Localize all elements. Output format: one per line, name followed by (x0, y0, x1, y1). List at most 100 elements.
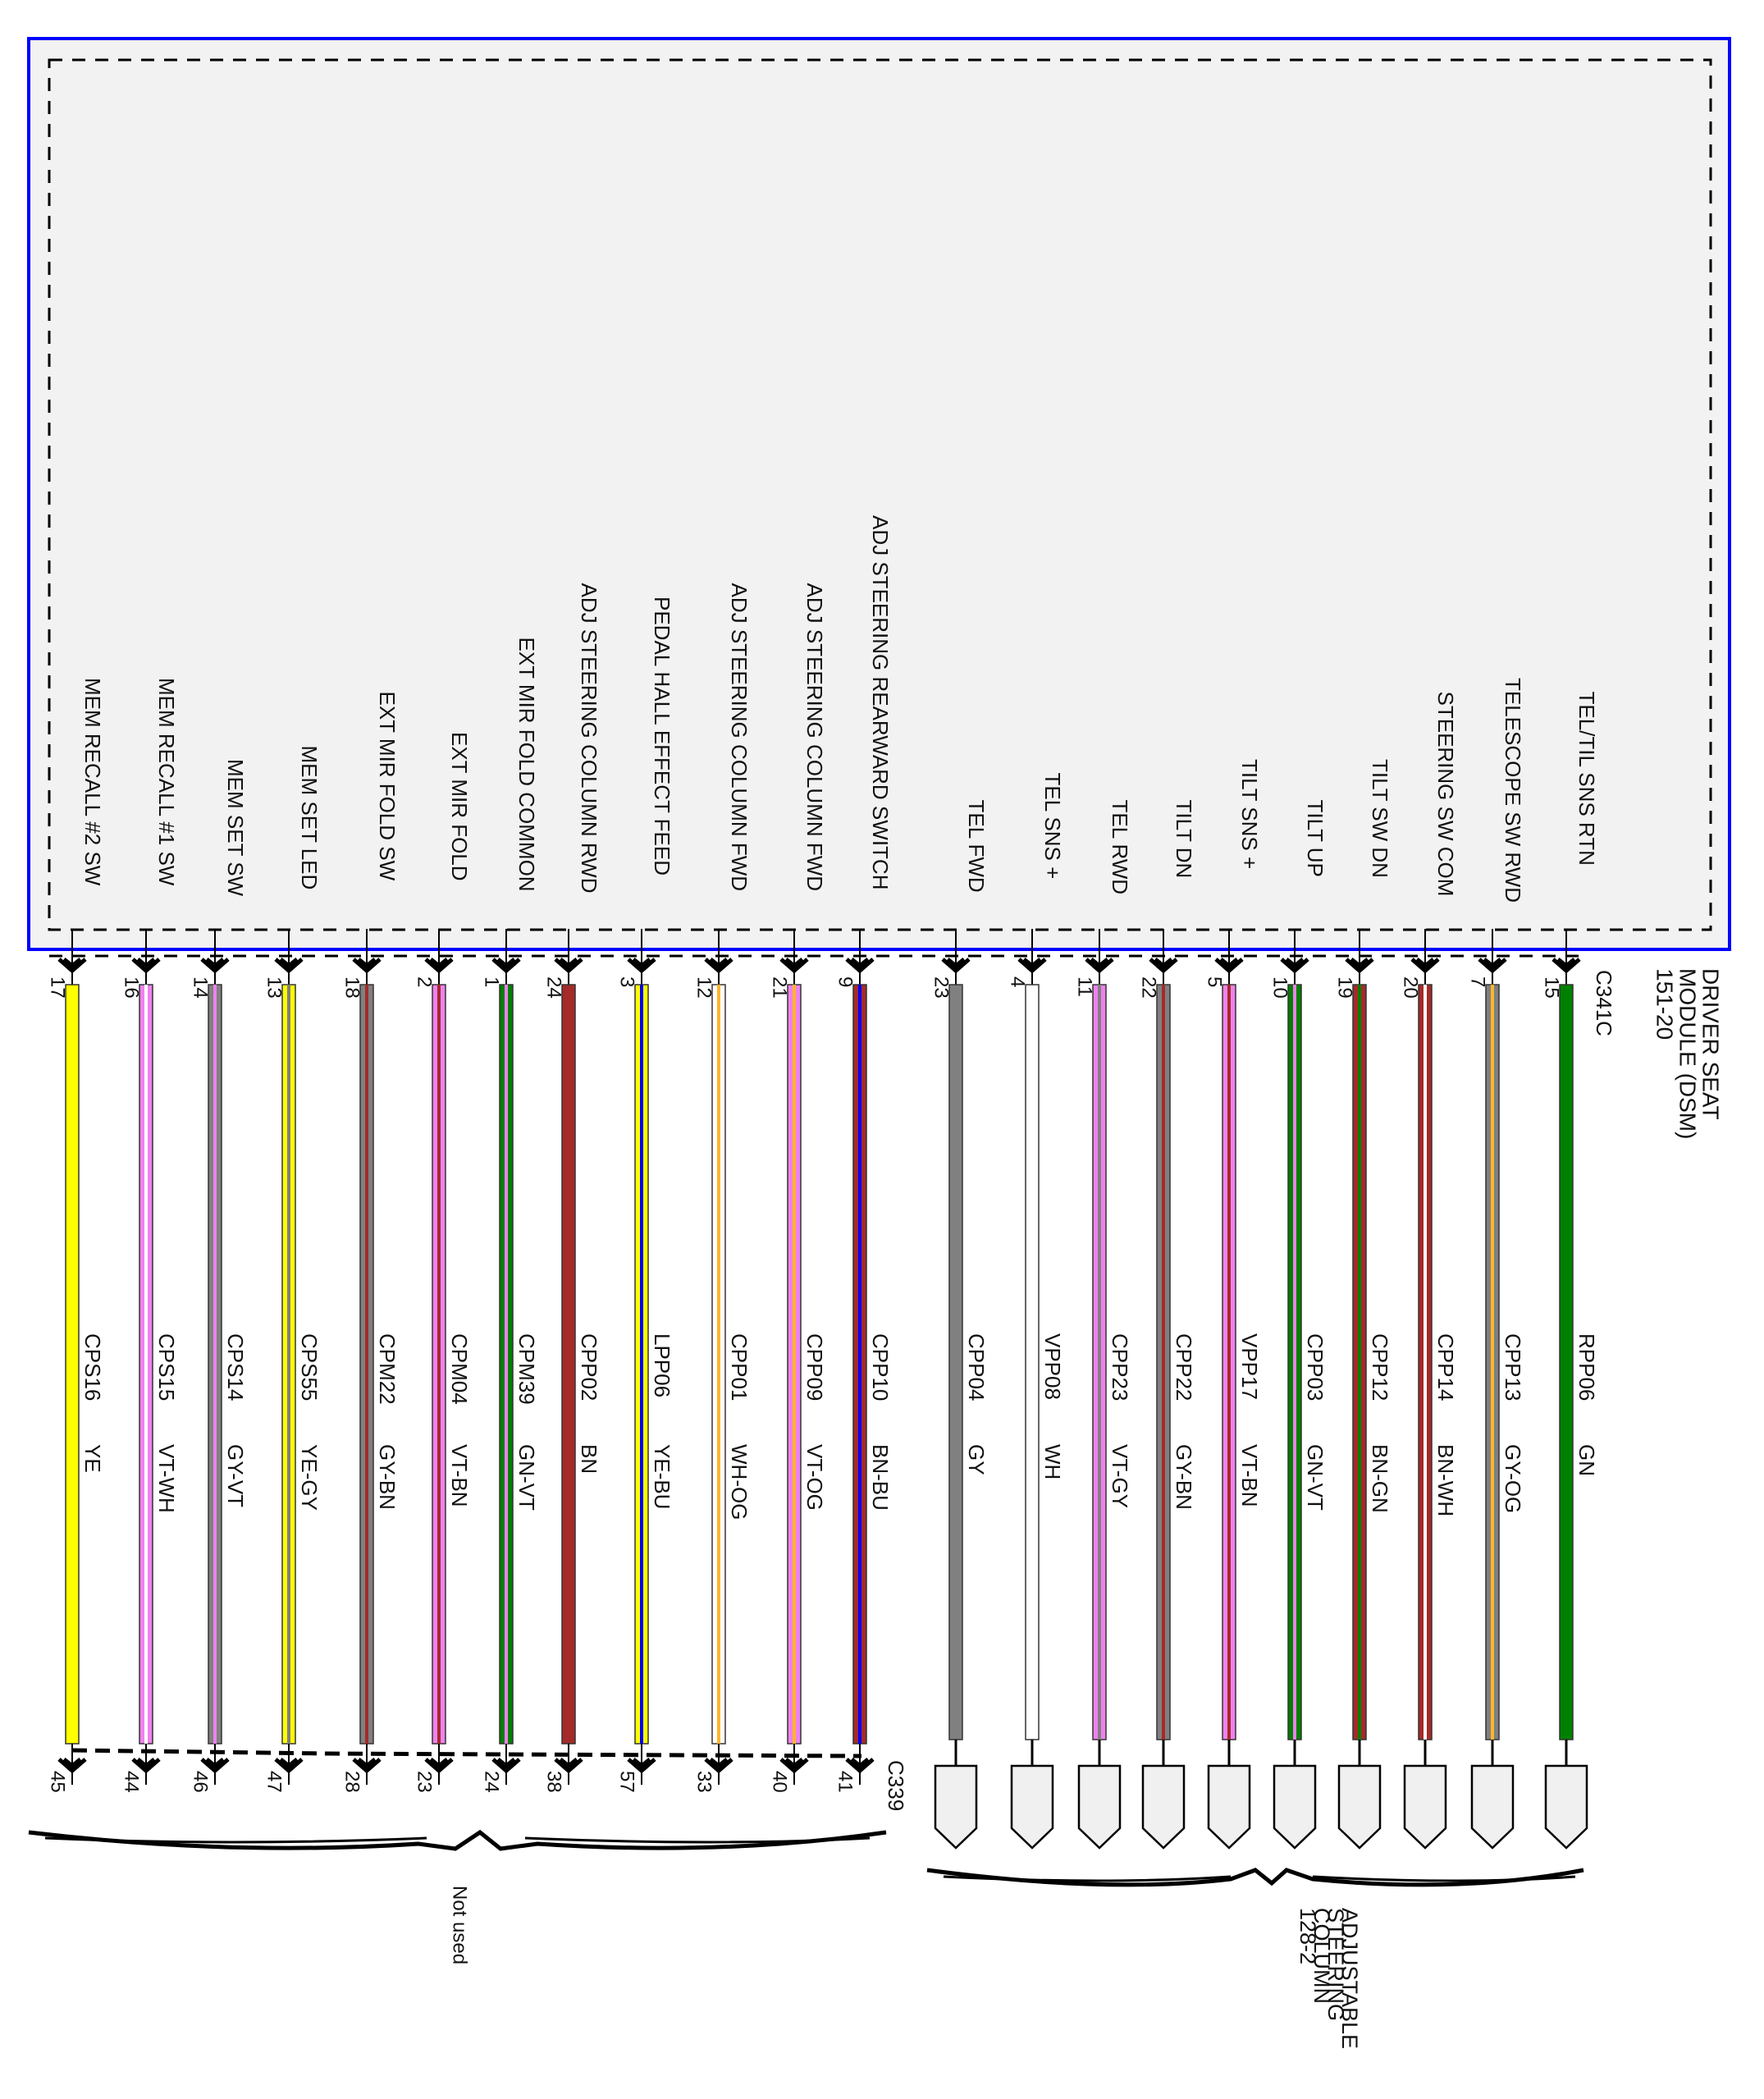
module-name-line-1: DRIVER SEAT (1698, 968, 1724, 1120)
left-group-brace (28, 1829, 887, 1851)
wire-cpp10[interactable]: ADJ STEERING REARWARD SWITCH 9 CPP10 BN-BU 4… (834, 515, 893, 1793)
pin-function-label: MEM RECALL #1 SW (154, 678, 179, 886)
circuit-id-label: CPP03 (1303, 1333, 1328, 1401)
adjustable-steering-column-line-4: 128-2 (1296, 1908, 1320, 1964)
circuit-id-label: LPP06 (650, 1333, 674, 1397)
wire-color-label: GY (964, 1444, 989, 1475)
wire-color-label: GN-VT (1303, 1444, 1328, 1511)
right-group-brace-inner-2 (1312, 1875, 1576, 1882)
pin-number-top: 19 (1334, 976, 1356, 999)
wire-color-label: WH-OG (727, 1444, 752, 1520)
wire-stripe (287, 985, 290, 1744)
wire-vpp08[interactable]: TEL SNS + 4 VPP08 WH (1007, 773, 1066, 1850)
wire-color-label: BN-GN (1368, 1444, 1392, 1513)
wire-cpp23[interactable]: TEL RWD 11 CPP23 VT-GY (1074, 800, 1133, 1850)
circuit-id-label: CPP09 (802, 1333, 827, 1401)
wire-stripe (1491, 985, 1494, 1740)
module-internal-boundary (48, 58, 1712, 931)
wire-stripe (1098, 985, 1101, 1740)
wire-cpp02[interactable]: ADJ STEERING COLUMN RWD 24 CPP02 BN 38 (543, 583, 602, 1793)
circuit-id-label: CPP10 (868, 1333, 893, 1401)
pin-number-bottom: 40 (769, 1771, 791, 1793)
circuit-id-label: CPM04 (447, 1333, 472, 1405)
pin-number-bottom: 41 (834, 1771, 857, 1793)
pin-number-bottom: 24 (481, 1771, 503, 1793)
wire-lpp06[interactable]: PEDAL HALL EFFECT FEED 3 LPP06 YE-BU 57 (616, 597, 675, 1793)
wire-cpm39[interactable]: EXT MIR FOLD COMMON 1 CPM39 GN-VT 24 (481, 638, 540, 1793)
circuit-id-label: CPM39 (514, 1333, 539, 1405)
connector-pin-arrow-icon (131, 1758, 161, 1774)
circuit-id-label: CPS55 (297, 1333, 322, 1401)
pin-function-label: TEL RWD (1108, 800, 1132, 895)
wire-cpp01[interactable]: ADJ STEERING COLUMN FWD 12 CPP01 WH-OG 33 (693, 583, 752, 1793)
wire-cps16[interactable]: MEM RECALL #2 SW 17 CPS16 YE 45 (47, 678, 106, 1793)
wire-cps55[interactable]: MEM SET LED 13 CPS55 YE-GY 47 (263, 746, 322, 1793)
wire-color-label: BN (577, 1444, 601, 1474)
pin-number-top: 7 (1467, 976, 1489, 987)
terminal-connector-icon (1077, 1764, 1122, 1850)
connector-c339-boundary (71, 1748, 862, 1758)
connector-pin-arrow-icon (779, 1758, 809, 1774)
pin-number-top: 21 (769, 976, 791, 999)
wire-color-label: GY-OG (1501, 1444, 1525, 1513)
circuit-id-label: CPP04 (964, 1333, 989, 1401)
pin-number-top: 15 (1541, 976, 1563, 999)
wire-cpp22[interactable]: TILT DN 22 CPP22 GY-BN (1138, 800, 1197, 1850)
wire-stripe (213, 985, 217, 1744)
terminal-connector-icon (1337, 1764, 1382, 1850)
wire-cpp09[interactable]: ADJ STEERING COLUMN FWD 21 CPP09 VT-OG 40 (769, 583, 828, 1793)
pin-function-label: TILT SW DN (1368, 759, 1392, 878)
pin-function-label: EXT MIR FOLD SW (375, 692, 400, 881)
wire-cpp14[interactable]: STEERING SW COM 20 CPP14 BN-WH (1400, 692, 1459, 1850)
pin-number-bottom: 28 (341, 1771, 363, 1793)
terminal-connector-icon (1141, 1764, 1186, 1850)
wire-cps14[interactable]: MEM SET SW 14 CPS14 GY-VT 46 (190, 759, 249, 1793)
wire-cpm04[interactable]: EXT MIR FOLD 2 CPM04 VT-BN 23 (414, 732, 473, 1793)
wire-stripe (717, 985, 720, 1744)
pin-number-top: 5 (1204, 976, 1226, 987)
pin-number-top: 9 (834, 976, 857, 987)
wire-insulation (561, 984, 576, 1745)
circuit-id-label: CPP14 (1433, 1333, 1458, 1401)
pin-function-label: PEDAL HALL EFFECT FEED (650, 597, 674, 876)
terminal-connector-icon (1544, 1764, 1588, 1850)
wire-cpm22[interactable]: EXT MIR FOLD SW 18 CPM22 GY-BN 28 (341, 692, 400, 1793)
pin-function-label: STEERING SW COM (1433, 692, 1458, 897)
pin-number-top: 10 (1269, 976, 1291, 999)
wire-color-label: VT-OG (802, 1444, 827, 1511)
wire-cpp03[interactable]: TILT UP 10 CPP03 GN-VT (1269, 800, 1328, 1850)
wire-cpp04[interactable]: TEL FWD 23 CPP04 GY (930, 800, 989, 1850)
wire-color-label: WH (1040, 1444, 1065, 1479)
right-group-brace (926, 1868, 1584, 1887)
wire-vpp17[interactable]: TILT SNS + 5 VPP17 VT-BN (1204, 759, 1263, 1850)
pin-function-label: TILT DN (1172, 800, 1196, 879)
circuit-id-label: CPS14 (223, 1333, 248, 1401)
wire-color-label: YE-GY (297, 1444, 322, 1511)
pin-number-top: 13 (263, 976, 286, 999)
connector-pin-arrow-icon (352, 1758, 382, 1774)
wire-stripe (858, 985, 861, 1744)
wire-cps15[interactable]: MEM RECALL #1 SW 16 CPS15 VT-WH 44 (121, 678, 180, 1793)
wire-color-label: VT-GY (1108, 1444, 1132, 1508)
adjustable-steering-column-line-3: COLUMN (1309, 1908, 1334, 2004)
pin-number-bottom: 47 (263, 1771, 286, 1793)
wire-insulation (1559, 984, 1574, 1740)
connector-pin-arrow-icon (554, 1758, 583, 1774)
pin-number-top: 18 (341, 976, 363, 999)
pin-number-top: 12 (693, 976, 715, 999)
wire-rpp06[interactable]: TEL/TIL SNS RTN 15 RPP06 GN (1541, 692, 1600, 1850)
pin-number-bottom: 44 (121, 1771, 143, 1793)
wire-color-label: VT-BN (447, 1444, 472, 1507)
pin-number-top: 4 (1007, 976, 1029, 987)
circuit-id-label: CPS15 (154, 1333, 179, 1401)
wire-stripe (1424, 985, 1427, 1740)
pin-number-bottom: 23 (414, 1771, 436, 1793)
pin-function-label: ADJ STEERING REARWARD SWITCH (868, 515, 893, 889)
pin-function-label: ADJ STEERING COLUMN RWD (577, 583, 601, 894)
wire-cpp13[interactable]: TELESCOPE SW RWD 7 CPP13 GY-OG (1467, 678, 1526, 1850)
module-frame (27, 37, 1731, 951)
wire-cpp12[interactable]: TILT SW DN 19 CPP12 BN-GN (1334, 759, 1393, 1850)
wire-stripe (505, 985, 508, 1744)
pin-function-label: TELESCOPE SW RWD (1501, 678, 1525, 903)
wire-stripe (437, 985, 441, 1744)
